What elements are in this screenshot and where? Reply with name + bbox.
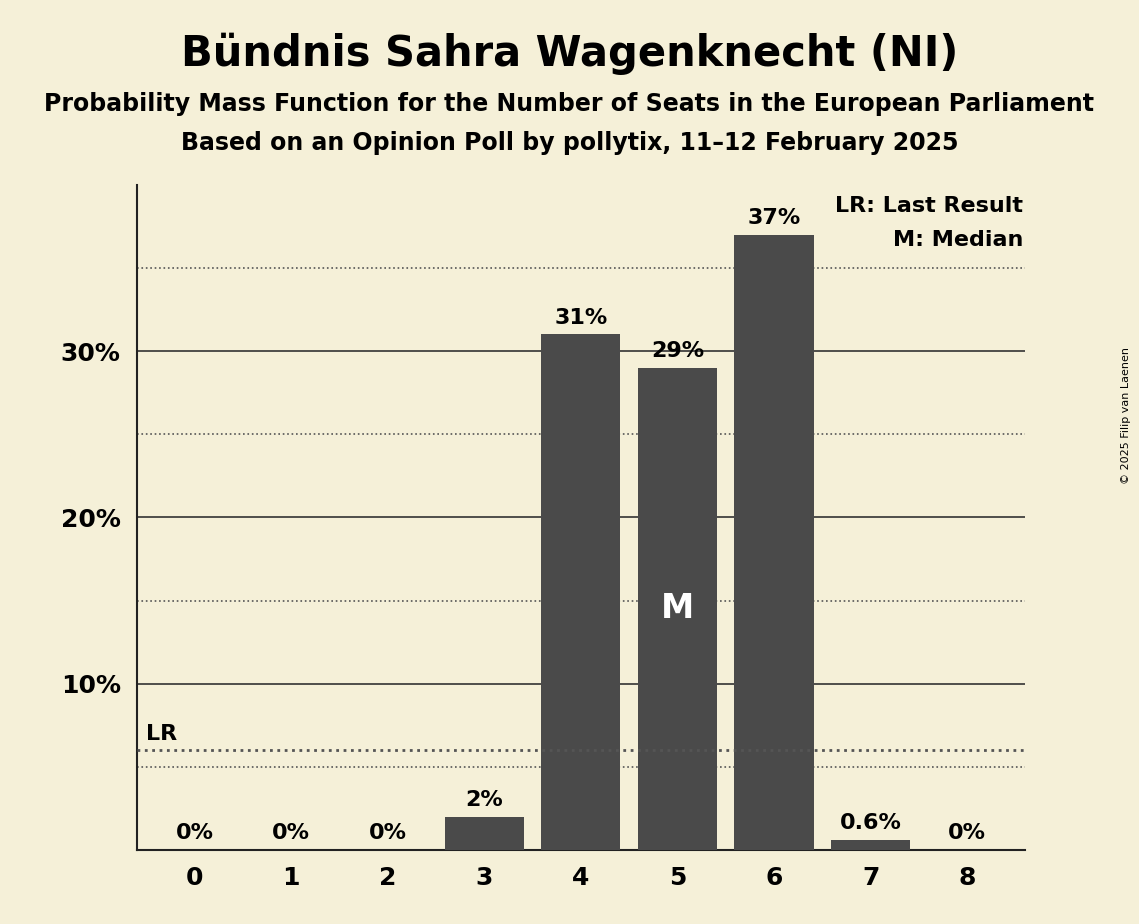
Text: M: M — [661, 592, 694, 626]
Text: © 2025 Filip van Laenen: © 2025 Filip van Laenen — [1121, 347, 1131, 484]
Text: Based on an Opinion Poll by pollytix, 11–12 February 2025: Based on an Opinion Poll by pollytix, 11… — [181, 131, 958, 155]
Text: 37%: 37% — [747, 208, 801, 228]
Text: 0%: 0% — [175, 823, 214, 844]
Text: 0%: 0% — [369, 823, 407, 844]
Text: 0%: 0% — [948, 823, 986, 844]
Text: Probability Mass Function for the Number of Seats in the European Parliament: Probability Mass Function for the Number… — [44, 92, 1095, 116]
Text: 31%: 31% — [555, 308, 607, 328]
Text: M: Median: M: Median — [893, 230, 1023, 249]
Text: 2%: 2% — [466, 790, 503, 810]
Bar — [541, 334, 621, 850]
Bar — [831, 840, 910, 850]
Text: 29%: 29% — [650, 341, 704, 361]
Bar — [444, 817, 524, 850]
Text: 0.6%: 0.6% — [839, 813, 902, 833]
Text: LR: LR — [146, 723, 178, 744]
Text: Bündnis Sahra Wagenknecht (NI): Bündnis Sahra Wagenknecht (NI) — [181, 32, 958, 75]
Text: 0%: 0% — [272, 823, 310, 844]
Bar — [638, 368, 718, 850]
Text: LR: Last Result: LR: Last Result — [835, 197, 1023, 216]
Bar — [735, 235, 813, 850]
